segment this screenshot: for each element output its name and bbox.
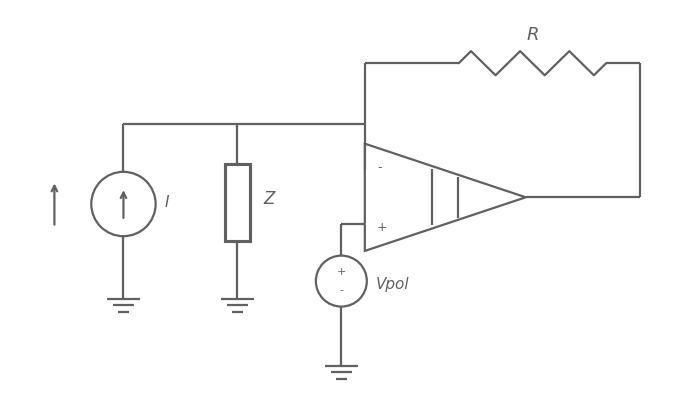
Text: -: - [377, 161, 381, 174]
Text: Vpol: Vpol [377, 277, 410, 292]
Bar [224, 164, 250, 241]
Text: I: I [165, 195, 170, 210]
Text: Z: Z [263, 190, 274, 208]
Text: +: + [337, 267, 346, 277]
Text: R: R [526, 27, 539, 44]
Text: +: + [377, 221, 387, 234]
Text: -: - [339, 286, 343, 295]
